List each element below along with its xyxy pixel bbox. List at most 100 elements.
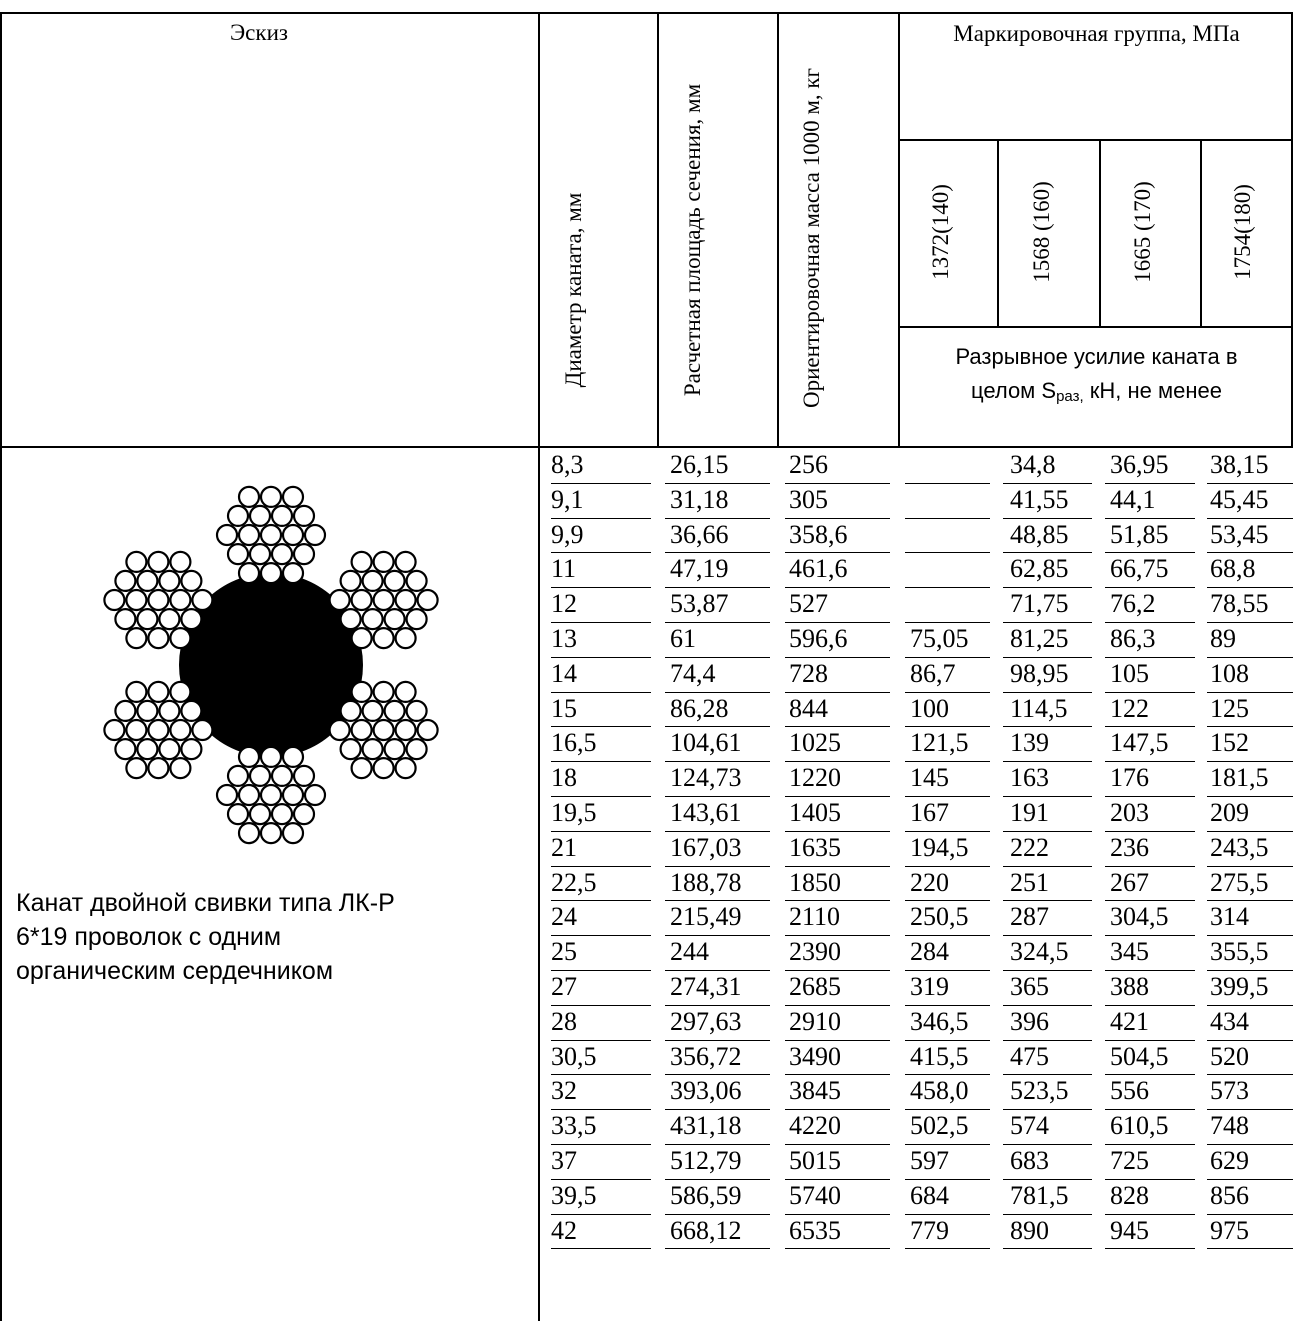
cell-underline [1207, 1109, 1293, 1111]
table-cell: 86,3 [1110, 624, 1156, 653]
cell-underline [905, 1178, 990, 1180]
table-cell: 37 [551, 1146, 577, 1175]
table-cell: 356,72 [670, 1041, 742, 1071]
cell-underline [785, 587, 890, 589]
rope-wire [416, 588, 439, 612]
table-cell: 19,5 [551, 798, 597, 827]
cell-underline [905, 796, 990, 797]
rope-wire [237, 561, 261, 585]
table-cell: 431,18 [670, 1111, 742, 1141]
table-cell: 251 [1010, 867, 1049, 897]
rope-wire [270, 504, 294, 528]
group-header-bottom [898, 139, 1293, 141]
cell-underline [551, 656, 651, 658]
grades-bottom [898, 326, 1293, 328]
table-cell: 287 [1010, 902, 1049, 932]
cell-underline [1105, 587, 1195, 589]
cell-underline [905, 587, 990, 589]
cell-underline [1207, 865, 1293, 867]
table-cell: 556 [1110, 1076, 1149, 1106]
rope-wire [226, 504, 250, 528]
table-cell: 209 [1210, 798, 1249, 827]
cell-underline [1003, 1039, 1092, 1041]
cell-underline [905, 1074, 990, 1076]
rope-wire [136, 738, 159, 761]
cell-underline [1207, 482, 1293, 484]
table-cell: 163 [1010, 763, 1049, 793]
table-cell: 191 [1010, 798, 1049, 827]
rope-strand [328, 550, 439, 650]
rope-wire [361, 569, 384, 593]
rope-wire [125, 550, 148, 574]
cell-underline [551, 1178, 651, 1180]
rope-wire [350, 680, 373, 703]
rope-wire [103, 588, 126, 612]
cell-underline [785, 691, 890, 693]
rope-wire [180, 608, 203, 631]
cell-underline [1207, 1144, 1293, 1145]
table-cell: 143,61 [670, 798, 742, 827]
cell-underline [785, 865, 890, 867]
cell-underline [1207, 691, 1293, 693]
rope-wire [350, 627, 373, 650]
cell-underline [905, 830, 990, 832]
table-cell: 47,19 [670, 554, 729, 584]
cell-underline [665, 830, 770, 832]
cell-underline [665, 1039, 770, 1041]
cell-underline [665, 761, 770, 763]
cell-underline [785, 1109, 890, 1111]
rope-wire [383, 608, 406, 631]
table-cell: 304,5 [1110, 902, 1169, 932]
table-cell: 181,5 [1210, 763, 1269, 793]
rope-wire [372, 718, 395, 742]
table-cell: 399,5 [1210, 972, 1269, 1001]
table-cell: 305 [789, 484, 828, 514]
cell-underline [1003, 796, 1092, 797]
cell-underline [1003, 970, 1092, 971]
cell-underline [1105, 517, 1195, 519]
cell-underline [665, 935, 770, 937]
table-cell: 203 [1110, 798, 1149, 827]
table-cell: 31,18 [670, 484, 729, 514]
cell-underline [1207, 796, 1293, 797]
table-cell: 1220 [789, 763, 841, 793]
cell-underline [1105, 796, 1195, 797]
cell-underline [1105, 1213, 1195, 1215]
cell-underline [1207, 1004, 1293, 1006]
rope-wire [394, 718, 417, 742]
cell-underline [785, 1074, 890, 1076]
table-cell: 188,78 [670, 867, 742, 897]
cell-underline [785, 761, 890, 763]
table-cell: 9,1 [551, 484, 584, 514]
cell-underline [551, 726, 651, 728]
rope-wire [281, 745, 305, 768]
table-cell: 458,0 [910, 1076, 969, 1106]
cell-underline [905, 622, 990, 623]
table-cell: 388 [1110, 972, 1149, 1001]
cell-underline [1003, 552, 1092, 554]
rope-wire [405, 699, 428, 722]
table-cell: 512,79 [670, 1146, 742, 1175]
rope-wire [394, 588, 417, 612]
table-cell: 21 [551, 832, 577, 862]
table-cell: 629 [1210, 1146, 1249, 1175]
cell-underline [1003, 587, 1092, 589]
rope-wire [191, 718, 214, 742]
table-cell: 36,66 [670, 519, 729, 549]
table-cell: 236 [1110, 832, 1149, 862]
table-cell: 32 [551, 1076, 577, 1106]
table-cell: 523,5 [1010, 1076, 1069, 1106]
table-cell: 2685 [789, 972, 841, 1001]
rope-wire [147, 718, 170, 742]
table-cell: 98,95 [1010, 658, 1069, 688]
rope-wire [226, 803, 250, 826]
table-cell: 415,5 [910, 1041, 969, 1071]
cell-underline [905, 726, 990, 728]
table-cell: 124,73 [670, 763, 742, 793]
cell-underline [785, 970, 890, 971]
table-cell: 53,87 [670, 589, 729, 619]
table-cell: 22,5 [551, 867, 597, 897]
table-cell: 421 [1110, 1006, 1149, 1036]
cell-underline [665, 1213, 770, 1215]
